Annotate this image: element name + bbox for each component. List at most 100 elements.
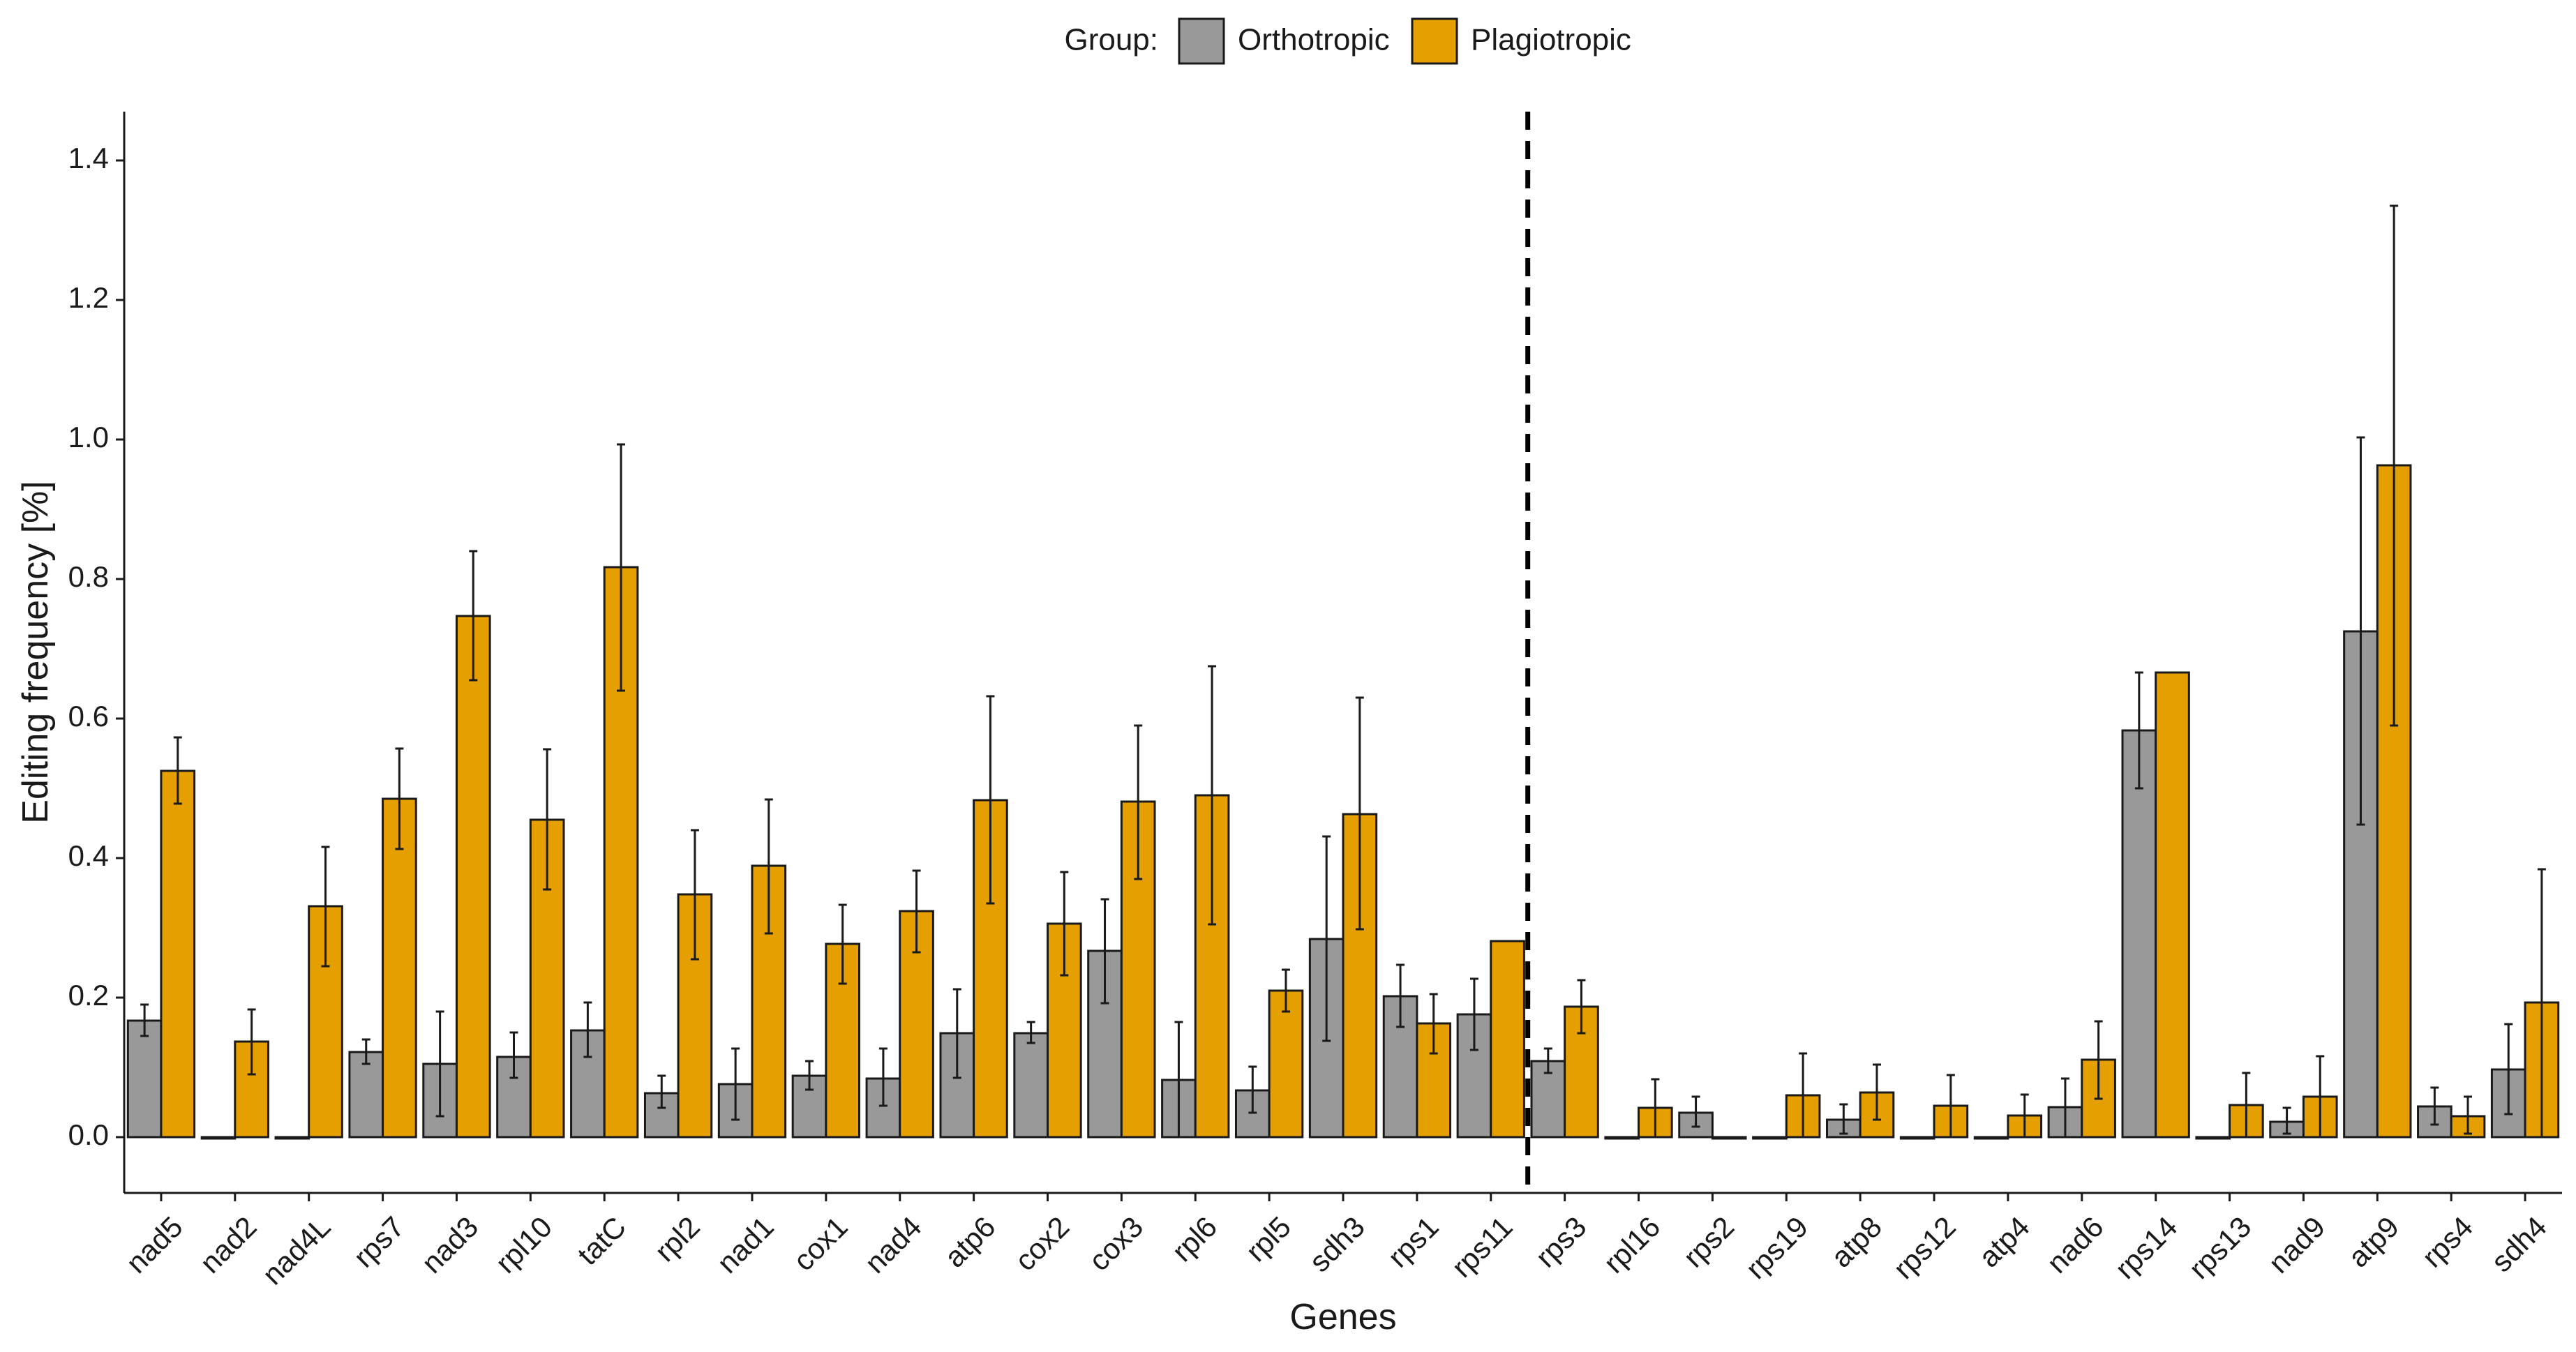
error-bar-plagiotropic-rps1: [1429, 993, 1438, 1055]
error-bar-plagiotropic-atp4: [2020, 1093, 2029, 1139]
error-bar-orthotropic-cox3: [1100, 898, 1109, 1005]
x-tick-label: rps7: [347, 1210, 410, 1274]
y-tick-label: 1.2: [68, 281, 109, 314]
y-tick-label: 0.4: [68, 839, 109, 872]
error-bar-plagiotropic-nad6: [2094, 1020, 2103, 1100]
error-bar-orthotropic-sdh3: [1322, 835, 1331, 1042]
error-bar-plagiotropic-atp8: [1872, 1063, 1881, 1121]
bar-orthotropic-rps12: [1899, 1136, 1935, 1140]
error-bar-orthotropic-rpl6: [1174, 1021, 1183, 1139]
x-tick-label: rps4: [2416, 1210, 2479, 1274]
error-bar-orthotropic-rps11: [1469, 977, 1478, 1051]
error-bar-orthotropic-atp9: [2356, 436, 2365, 826]
error-bar-orthotropic-rpl2: [657, 1074, 666, 1109]
x-tick-label: rps14: [2109, 1210, 2184, 1286]
error-bar-orthotropic-sdh4: [2504, 1023, 2513, 1116]
bar-orthotropic-atp4: [1973, 1136, 2009, 1140]
x-tick-label: rpl2: [648, 1210, 706, 1268]
error-bar-orthotropic-rpl10: [509, 1031, 518, 1079]
error-bar-plagiotropic-rpl2: [690, 829, 699, 961]
error-bar-orthotropic-rpl5: [1248, 1065, 1257, 1114]
x-tick-label: rps19: [1739, 1210, 1815, 1286]
error-bar-plagiotropic-rps12: [1946, 1074, 1955, 1139]
error-bar-plagiotropic-rpl6: [1208, 665, 1217, 926]
y-tick-label: 0.0: [68, 1118, 109, 1151]
x-tick-label: tatC: [571, 1210, 632, 1272]
y-tick-label: 0.6: [68, 700, 109, 733]
error-bar-plagiotropic-nad2: [247, 1008, 256, 1076]
bar-plagiotropic-nad3: [455, 615, 491, 1139]
x-tick-label: cox1: [787, 1210, 854, 1277]
error-bar-plagiotropic-rps7: [395, 747, 404, 850]
error-bar-plagiotropic-sdh3: [1355, 696, 1364, 931]
error-bar-orthotropic-tatC: [583, 1001, 592, 1058]
x-tick-label: sdh4: [2485, 1210, 2553, 1279]
error-bar-plagiotropic-cox2: [1060, 871, 1069, 977]
error-bar-orthotropic-cox1: [805, 1060, 814, 1091]
x-tick-label: rpl10: [489, 1210, 558, 1279]
error-bar-plagiotropic-nad4: [912, 869, 921, 954]
error-bar-orthotropic-nad9: [2282, 1106, 2291, 1135]
x-tick-label: nad5: [119, 1210, 188, 1279]
error-bar-orthotropic-nad1: [731, 1047, 740, 1121]
legend-title: Group:: [1064, 23, 1158, 57]
bar-plagiotropic-rps2: [1711, 1136, 1747, 1140]
bar-orthotropic-nad2: [200, 1136, 237, 1140]
error-bar-orthotropic-atp6: [952, 988, 961, 1079]
error-bar-plagiotropic-atp6: [986, 695, 995, 905]
x-tick-label: atp8: [1825, 1210, 1888, 1274]
x-tick-label: rps12: [1887, 1210, 1962, 1286]
bar-orthotropic-rps13: [2195, 1136, 2231, 1140]
y-tick-label: 0.8: [68, 560, 109, 593]
error-bar-plagiotropic-cox1: [838, 903, 847, 985]
error-bar-plagiotropic-atp9: [2390, 204, 2399, 727]
error-bar-orthotropic-rps4: [2430, 1086, 2439, 1126]
error-bar-plagiotropic-nad3: [469, 550, 478, 682]
error-bar-plagiotropic-rps13: [2242, 1072, 2251, 1139]
error-bar-orthotropic-nad3: [435, 1010, 444, 1118]
error-bar-orthotropic-rps1: [1396, 963, 1405, 1028]
error-bar-orthotropic-rps3: [1543, 1047, 1552, 1074]
bar-orthotropic-rpl16: [1604, 1136, 1640, 1140]
error-bar-orthotropic-nad4: [878, 1047, 888, 1107]
bar-orthotropic-nad5: [126, 1019, 163, 1139]
error-bar-plagiotropic-rpl16: [1651, 1078, 1660, 1139]
x-tick-label: nad4L: [256, 1210, 337, 1291]
error-bar-orthotropic-rps2: [1691, 1095, 1700, 1128]
x-tick-label: rps11: [1445, 1210, 1518, 1284]
error-bar-plagiotropic-rps19: [1799, 1052, 1808, 1139]
x-tick-label: cox3: [1082, 1210, 1149, 1277]
error-bar-plagiotropic-rpl5: [1281, 968, 1290, 1013]
bar-plagiotropic-nad5: [160, 769, 196, 1139]
error-bar-plagiotropic-nad4L: [321, 846, 330, 968]
bar-orthotropic-rps14: [2121, 729, 2157, 1139]
error-bar-plagiotropic-rps4: [2464, 1095, 2473, 1135]
x-tick-label: rps1: [1381, 1210, 1445, 1274]
error-bar-plagiotropic-rps3: [1577, 979, 1586, 1035]
x-tick-label: rpl5: [1239, 1210, 1297, 1268]
bar-orthotropic-cox2: [1013, 1032, 1049, 1139]
error-bar-plagiotropic-tatC: [617, 443, 626, 692]
x-tick-label: atp9: [2342, 1210, 2405, 1274]
x-axis-title: Genes: [1289, 1297, 1396, 1337]
plot-area: [126, 112, 2560, 1193]
x-tick-label: rpl16: [1597, 1210, 1666, 1279]
bar-plagiotropic-rps14: [2155, 671, 2190, 1139]
bar-plagiotropic-cox2: [1046, 922, 1082, 1139]
error-bar-plagiotropic-nad1: [764, 798, 773, 935]
y-tick-label: 0.2: [68, 979, 109, 1012]
x-tick-label: atp6: [938, 1210, 1001, 1274]
x-tick-label: nad4: [858, 1210, 927, 1279]
bar-orthotropic-rps19: [1752, 1136, 1788, 1140]
x-tick-label: nad1: [711, 1210, 780, 1279]
y-axis-ticks: 0.0 0.2 0.4 0.6 0.8 1.0 1.2 1.4: [68, 142, 124, 1151]
error-bar-plagiotropic-sdh4: [2537, 868, 2546, 1139]
legend: Group: Orthotropic Plagiotropic: [1064, 17, 1631, 65]
legend-label-plagiotropic: Plagiotropic: [1471, 23, 1631, 57]
legend-swatch-orthotropic: [1178, 17, 1225, 65]
x-tick-label: nad9: [2262, 1210, 2331, 1279]
error-bar-orthotropic-rps7: [361, 1038, 370, 1065]
error-bar-orthotropic-nad5: [140, 1003, 149, 1037]
bar-orthotropic-nad4L: [274, 1136, 310, 1140]
